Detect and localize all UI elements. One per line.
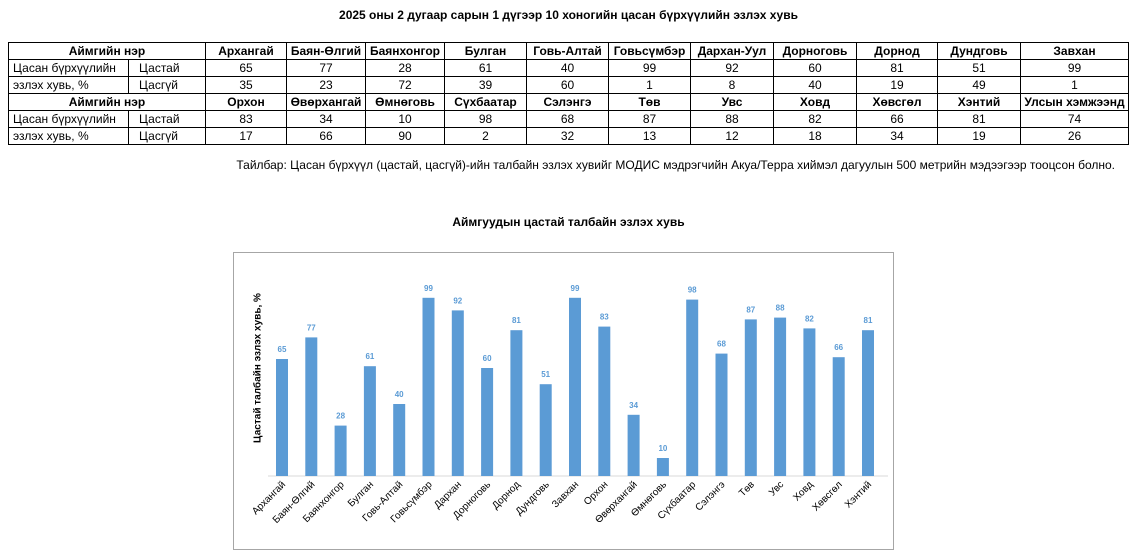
bar [744, 319, 757, 476]
x-tick-label: Ховд [791, 479, 815, 503]
data-label: 98 [688, 286, 697, 295]
x-tick-label: Увс [767, 479, 786, 498]
nosnow-value: 18 [773, 127, 857, 145]
snow-value: 81 [856, 59, 938, 77]
bar [305, 337, 318, 476]
province-name: Төв [608, 93, 691, 111]
data-label: 60 [483, 354, 492, 363]
bar [481, 368, 494, 476]
x-tick-label: Орхон [582, 479, 610, 507]
x-tick-label: Хөвсгөл [811, 479, 845, 513]
nosnow-value: 26 [1020, 127, 1129, 145]
bar [627, 414, 640, 476]
table-header-row: Аймгийн нэр Орхон Өвөрхангай Өмнөговь Сүхбаа… [8, 93, 1129, 111]
bar [774, 317, 787, 476]
bar [510, 330, 523, 476]
province-name: Хэнтий [937, 93, 1021, 111]
row-label: Цасан бүрхүүлийн [8, 110, 129, 128]
data-label: 51 [541, 370, 550, 379]
chart-frame [233, 252, 894, 550]
table-row: эзлэх хувь, % Цасгүй 17 66 90 2 32 13 12 18 34 19 26 [8, 127, 1129, 145]
bar [334, 425, 347, 476]
data-label: 40 [395, 390, 404, 399]
data-label: 10 [658, 444, 667, 453]
province-name: Дархан-Уул [690, 42, 774, 60]
data-label: 68 [717, 340, 726, 349]
data-label: 34 [629, 401, 638, 410]
bar [686, 299, 699, 476]
bar [569, 297, 581, 476]
nosnow-value: 12 [690, 127, 774, 145]
bar [832, 357, 845, 476]
province-name: Дорнод [856, 42, 938, 60]
bar [803, 328, 816, 476]
data-label: 82 [805, 314, 814, 323]
nosnow-value: 17 [205, 127, 287, 145]
data-label: 77 [307, 323, 316, 332]
snow-value: 99 [608, 59, 691, 77]
bar [539, 384, 552, 476]
chart-title: Аймгуудын цастай талбайн эзлэх хувь [452, 215, 685, 229]
data-label: 65 [278, 345, 287, 354]
table-row: Цасан бүрхүүлийн Цастай 65 77 28 61 40 99 92 60 81… [8, 59, 1129, 77]
nosnow-value: 19 [937, 127, 1021, 145]
province-name: Говь-Алтай [526, 42, 609, 60]
data-label: 83 [600, 313, 609, 322]
snow-cover-table: Аймгийн нэр Архангай Баян-Өлгий Баянхонгор Б… [8, 42, 1129, 145]
data-label: 61 [365, 352, 374, 361]
table-header-row: Аймгийн нэр Архангай Баян-Өлгий Баянхонгор Б… [8, 42, 1129, 60]
x-tick-label: Завхан [550, 479, 581, 510]
province-name: Өвөрхангай [286, 93, 366, 111]
data-label: 88 [776, 304, 785, 313]
bar [656, 458, 669, 476]
data-label: 87 [746, 305, 755, 314]
bar [422, 297, 435, 476]
snow-label: Цастай [128, 110, 206, 128]
row-label: эзлэх хувь, % [8, 127, 129, 145]
bar [363, 366, 376, 476]
data-label: 81 [864, 316, 873, 325]
bar [451, 310, 464, 476]
nosnow-value: 66 [286, 127, 366, 145]
y-axis-label-text: Цастай талбайн эзлэх хувь, % [252, 293, 264, 443]
data-label: 99 [424, 284, 433, 293]
province-name: Баян-Өлгий [286, 42, 366, 60]
bar [862, 330, 874, 476]
page-title: 2025 оны 2 дугаар сарын 1 дүгээр 10 хоно… [339, 8, 798, 22]
row-label: Цасан бүрхүүлийн [8, 59, 129, 77]
data-label: 28 [336, 412, 345, 421]
data-label: 81 [512, 316, 521, 325]
table-note: Тайлбар: Цасан бүрхүүл (цастай, цасгүй)-… [236, 158, 1115, 172]
data-label: 92 [453, 296, 462, 305]
province-name: Сүхбаатар [444, 93, 527, 111]
data-label: 66 [834, 343, 843, 352]
x-tick-label: Төв [737, 479, 757, 499]
province-name: Архангай [205, 42, 287, 60]
bar [598, 326, 611, 476]
bar [393, 404, 406, 476]
data-label: 99 [571, 284, 580, 293]
bar [715, 353, 728, 476]
nosnow-label: Цасгүй [128, 127, 206, 145]
province-name: Дорноговь [773, 42, 857, 60]
x-tick-label: Хэнтий [843, 479, 874, 510]
bar [276, 359, 288, 476]
snow-value: 65 [205, 59, 287, 77]
x-tick-label: Сэлэнгэ [693, 479, 727, 513]
